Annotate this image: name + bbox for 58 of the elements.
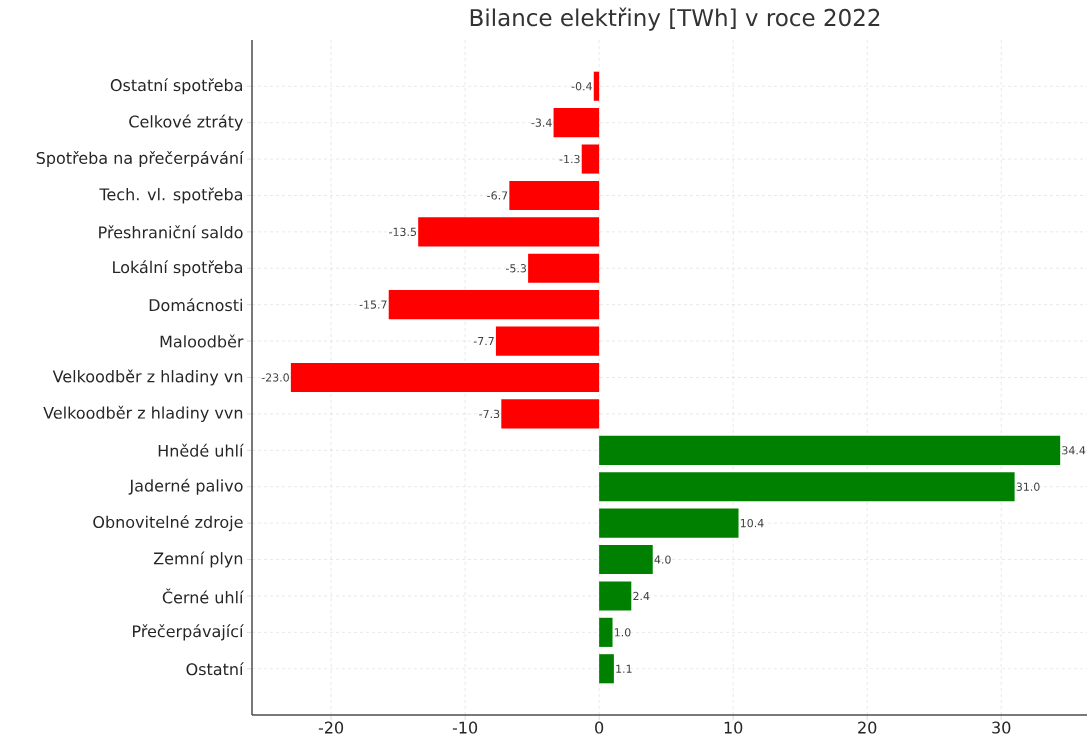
bar <box>501 399 600 429</box>
bar <box>599 581 632 611</box>
data-label: 1.1 <box>616 664 632 673</box>
data-label: -15.7 <box>359 300 387 309</box>
data-label: -5.3 <box>505 264 527 273</box>
y-tick-label: Ostatní <box>186 662 244 676</box>
bar <box>290 362 600 393</box>
bar <box>553 108 600 138</box>
y-tick-label: Celkové ztráty <box>129 114 243 131</box>
bar <box>599 544 653 575</box>
bar <box>593 71 600 101</box>
data-label: 34.4 <box>1062 446 1086 455</box>
y-tick-label: Hnědé uhlí <box>158 443 244 457</box>
y-tick-label: Velkoodběr z hladiny vn <box>52 369 243 386</box>
data-label: -7.3 <box>479 409 500 419</box>
y-tick-label: Černé uhlí <box>162 588 244 604</box>
data-label: -0.4 <box>571 82 592 91</box>
bar <box>599 654 614 684</box>
bar <box>599 472 1015 502</box>
data-label: -7.7 <box>473 337 494 346</box>
y-tick-label: Obnovitelné zdroje <box>93 515 243 532</box>
y-tick-label: Přečerpávající <box>133 624 244 641</box>
bar <box>599 508 739 538</box>
bar <box>599 435 1061 465</box>
y-tick-label: Velkoodběr z hladiny vvn <box>43 405 243 422</box>
data-label: -13.5 <box>389 227 417 237</box>
bar <box>599 617 613 647</box>
x-tick-label: 30 <box>992 721 1011 734</box>
data-label: 10.4 <box>740 518 764 528</box>
x-tick-label: 20 <box>858 721 877 734</box>
bar <box>388 290 600 320</box>
data-label: -3.4 <box>531 118 552 127</box>
x-tick-label: -10 <box>452 721 478 734</box>
data-label: -1.3 <box>559 154 580 164</box>
bar <box>528 253 600 283</box>
y-tick-label: Jaderné palivo <box>128 478 243 495</box>
data-label: -6.7 <box>487 191 508 200</box>
x-tick-label: -20 <box>318 721 344 734</box>
data-label: 4.0 <box>654 555 671 564</box>
bar <box>509 180 600 211</box>
y-tick-label: Zemní plyn <box>153 551 243 568</box>
chart-title: Bilance elektřiny [TWh] v roce 2022 <box>470 7 880 31</box>
data-label: 31.0 <box>1016 482 1040 491</box>
x-tick-label: 10 <box>724 721 743 734</box>
bar <box>581 144 600 174</box>
y-tick-label: Lokální spotřeba <box>113 260 243 277</box>
y-tick-label: Ostatní spotřeba <box>110 78 243 95</box>
bar <box>418 217 600 247</box>
x-tick-label: 0 <box>595 721 604 734</box>
data-label: -23.0 <box>261 373 289 382</box>
data-label: 1.0 <box>614 628 631 637</box>
y-tick-label: Tech. vl. spotřeba <box>99 187 243 204</box>
y-tick-label: Domácnosti <box>149 298 242 312</box>
bar <box>495 326 600 356</box>
y-tick-label: Přeshraniční saldo <box>99 225 243 239</box>
y-tick-label: Spotřeba na přečerpávání <box>36 150 244 168</box>
data-label: 2.4 <box>633 591 650 601</box>
y-tick-label: Maloodběr <box>160 334 244 348</box>
